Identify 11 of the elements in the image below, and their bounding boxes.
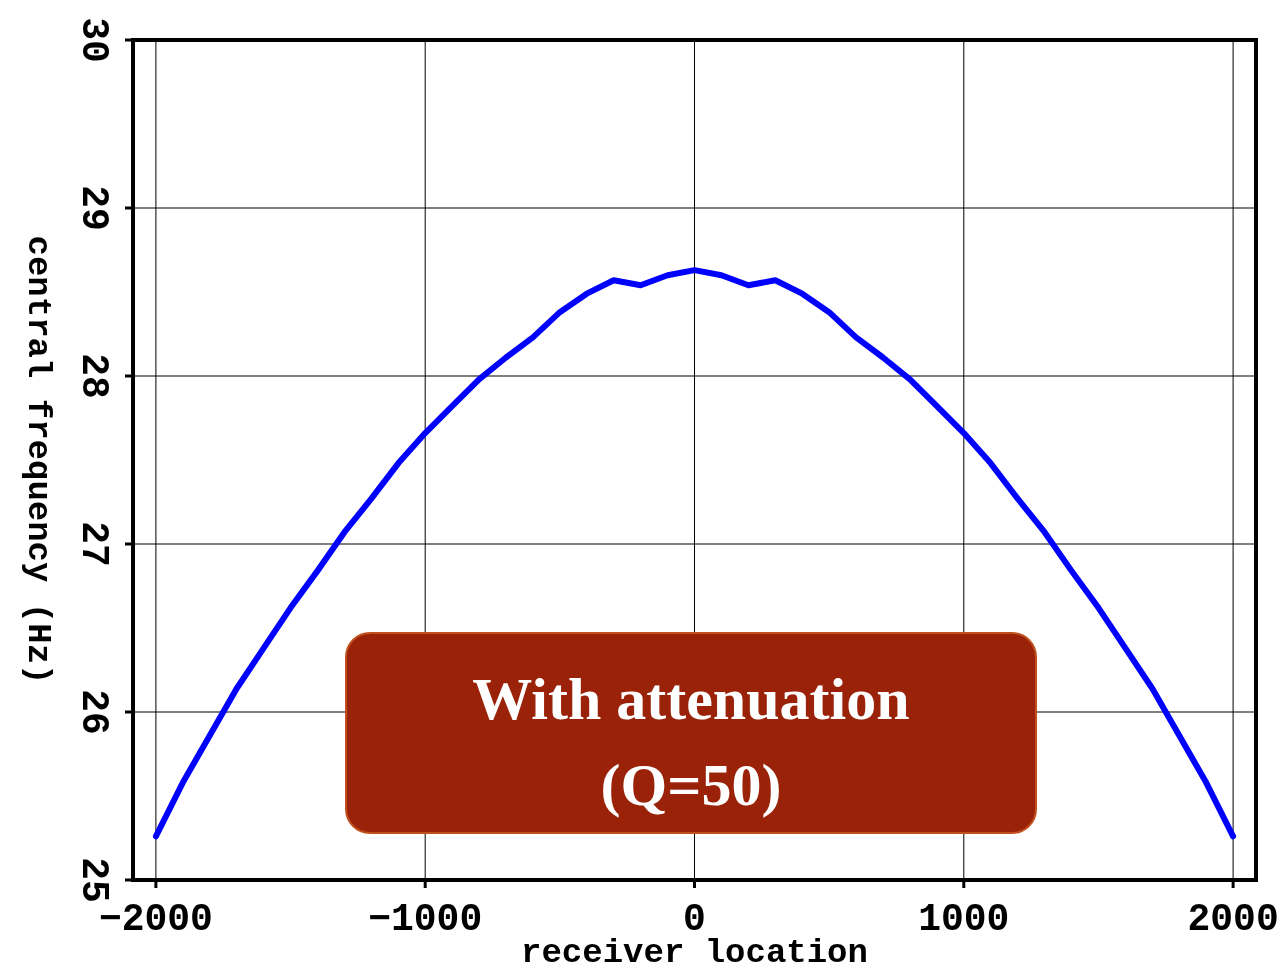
y-tick-label: 28: [71, 353, 115, 399]
x-tick-label: 1000: [918, 898, 1010, 941]
y-tick-label: 27: [71, 521, 115, 567]
annotation: With attenuation (Q=50): [472, 666, 910, 818]
y-tick-label: 25: [71, 857, 115, 903]
x-tick-label: −1000: [368, 898, 483, 941]
y-tick-label: 26: [71, 689, 115, 735]
y-tick-label: 30: [71, 17, 115, 63]
x-tick-label: 2000: [1187, 898, 1279, 941]
y-tick-label: 29: [71, 185, 115, 231]
y-axis-title: central frequency (Hz): [19, 235, 57, 685]
